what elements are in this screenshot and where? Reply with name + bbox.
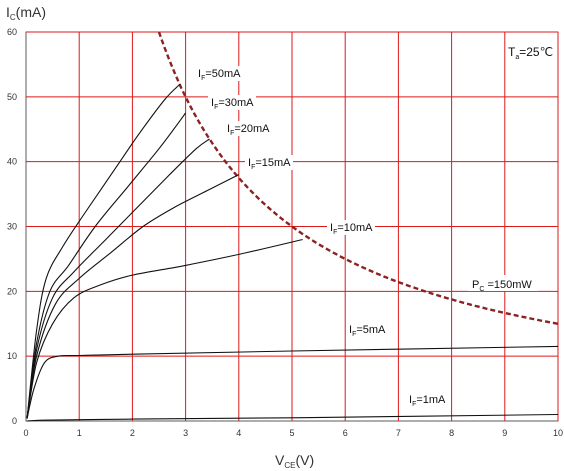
x-tick-label: 8: [449, 428, 454, 438]
grid: [26, 31, 559, 421]
power-limit-layer: [157, 31, 559, 325]
y-tick-labels: 0 10 20 30 40 50 60: [7, 27, 17, 426]
y-tick-label: 10: [7, 351, 17, 361]
series-curve: [26, 345, 559, 419]
series-label: IF=5mA: [349, 324, 386, 338]
series-curve: [26, 83, 181, 419]
series-curve: [26, 238, 303, 419]
series-label: IF=10mA: [330, 222, 373, 236]
x-tick-label: 10: [553, 428, 563, 438]
y-axis-label: IC(mA): [6, 4, 46, 22]
series-label-backdrop: [346, 322, 389, 337]
x-tick-label: 4: [236, 428, 241, 438]
temperature-annotation: Ta=25℃: [508, 45, 553, 61]
x-tick-label: 7: [396, 428, 401, 438]
series-label: IF=30mA: [211, 97, 254, 111]
y-tick-label: 0: [12, 416, 17, 426]
series-curve: [27, 413, 559, 422]
power-limit-label: PC =150mW: [472, 279, 532, 293]
x-axis-label: VCE(V): [275, 452, 314, 470]
power-limit-label-backdrop: [468, 275, 538, 291]
series-labels: IF=50mA IF=30mA IF=20mA IF=15mA IF=10mA IF=5m…: [195, 66, 538, 408]
series-curve: [26, 112, 187, 419]
x-tick-label: 3: [183, 428, 188, 438]
y-tick-label: 40: [7, 157, 17, 167]
series-label-backdrop: [208, 95, 256, 110]
x-tick-label: 5: [289, 428, 294, 438]
x-tick-labels: 0 1 2 3 4 5 6 7 8 9 10: [23, 428, 563, 438]
series-label-backdrop: [327, 220, 375, 235]
y-tick-label: 20: [7, 286, 17, 296]
series-label-backdrop: [406, 392, 449, 407]
series-label: IF=20mA: [227, 123, 270, 137]
series-label: IF=1mA: [409, 394, 446, 408]
series-label: IF=15mA: [248, 157, 291, 171]
series-label-backdrop: [195, 66, 243, 81]
power-limit-curve: [157, 31, 559, 325]
x-tick-label: 0: [23, 428, 28, 438]
series-label: IF=50mA: [198, 68, 241, 82]
y-tick-label: 30: [7, 222, 17, 232]
y-tick-label: 60: [7, 27, 17, 37]
x-tick-label: 9: [502, 428, 507, 438]
series-layer: [26, 83, 559, 422]
x-tick-label: 6: [343, 428, 348, 438]
x-tick-label: 1: [77, 428, 82, 438]
series-curve: [26, 174, 240, 419]
y-tick-label: 50: [7, 92, 17, 102]
x-tick-label: 2: [130, 428, 135, 438]
series-curve: [26, 138, 210, 419]
series-label-backdrop: [245, 155, 293, 170]
series-label-backdrop: [224, 121, 272, 136]
